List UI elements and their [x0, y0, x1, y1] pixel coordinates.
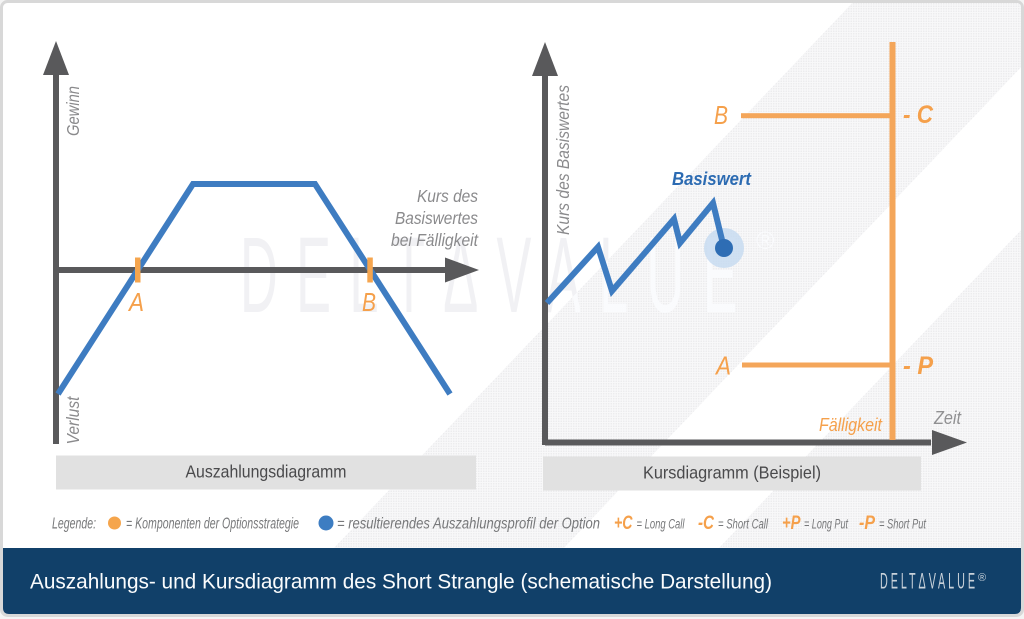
svg-text:- P: - P — [903, 352, 933, 380]
svg-text:Auszahlungs- und Kursdiagramm: Auszahlungs- und Kursdiagramm des Short … — [30, 570, 772, 594]
svg-text:®: ® — [756, 227, 775, 255]
svg-text:Kurs des Basiswertes: Kurs des Basiswertes — [553, 85, 573, 235]
svg-text:Verlust: Verlust — [63, 395, 83, 444]
svg-text:bei Fälligkeit: bei Fälligkeit — [391, 230, 479, 250]
svg-text:B: B — [362, 287, 376, 317]
svg-text:+C: +C — [614, 513, 633, 534]
svg-text:= resultierendes Auszahlungspr: = resultierendes Auszahlungsprofil der O… — [337, 516, 600, 533]
svg-text:-C: -C — [698, 513, 714, 534]
svg-text:+P: +P — [782, 513, 801, 534]
svg-text:Fälligkeit: Fälligkeit — [819, 415, 883, 435]
svg-text:Legende:: Legende: — [52, 516, 96, 533]
svg-text:= Komponenten der Optionsstrat: = Komponenten der Optionsstrategie — [126, 516, 299, 533]
svg-text:= Short Call: = Short Call — [718, 517, 769, 532]
svg-text:A: A — [714, 351, 731, 381]
svg-text:A: A — [127, 287, 144, 317]
svg-text:®: ® — [978, 572, 986, 584]
svg-text:DELTΔVALUE: DELTΔVALUE — [880, 569, 978, 594]
svg-text:Gewinn: Gewinn — [63, 86, 83, 136]
svg-text:Basiswertes: Basiswertes — [395, 208, 478, 228]
svg-text:Kurs des: Kurs des — [417, 186, 478, 206]
svg-text:- C: - C — [903, 101, 934, 129]
svg-text:Basiswert: Basiswert — [672, 169, 752, 189]
svg-text:= Short Put: = Short Put — [879, 517, 927, 532]
svg-text:Zeit: Zeit — [933, 407, 962, 428]
svg-text:Kursdiagramm (Beispiel): Kursdiagramm (Beispiel) — [643, 463, 821, 483]
svg-text:-P: -P — [859, 513, 875, 534]
svg-text:DELTΔVALUE: DELTΔVALUE — [240, 214, 756, 335]
svg-text:= Long Call: = Long Call — [637, 517, 686, 532]
svg-text:= Long Put: = Long Put — [804, 517, 849, 532]
svg-text:B: B — [714, 100, 728, 130]
svg-text:®: ® — [756, 227, 775, 255]
svg-text:Auszahlungsdiagramm: Auszahlungsdiagramm — [186, 462, 347, 482]
